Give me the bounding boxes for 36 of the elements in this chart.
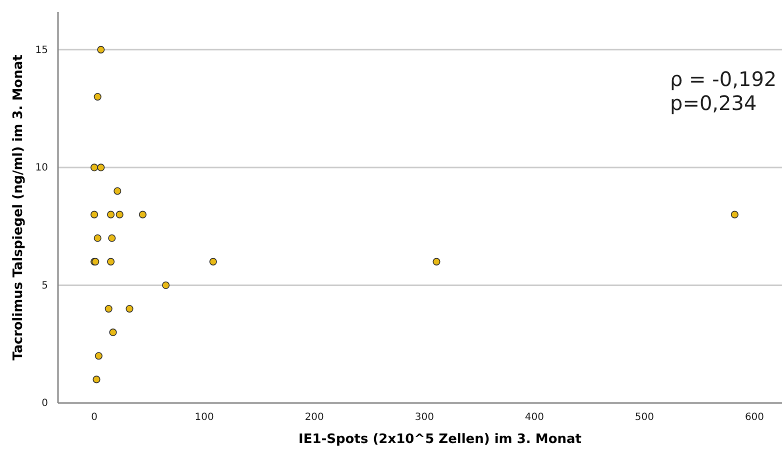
- point: [107, 258, 115, 266]
- point: [126, 305, 134, 313]
- point: [116, 210, 124, 218]
- point: [104, 305, 112, 313]
- point: [90, 164, 98, 172]
- point: [97, 164, 105, 172]
- point: [94, 93, 102, 101]
- x-tick-label: 300: [414, 412, 434, 424]
- point: [730, 210, 738, 218]
- annotation: p=0,234: [670, 91, 757, 115]
- y-tick-label: 0: [42, 398, 48, 410]
- x-tick-label: 0: [91, 412, 98, 424]
- x-tick-label: 100: [194, 412, 214, 424]
- point: [109, 328, 117, 336]
- y-axis-title: Tacrolimus Talspiegel (ng/ml) im 3. Monat: [11, 54, 26, 360]
- x-axis-title: IE1-Spots (2x10^5 Zellen) im 3. Monat: [298, 432, 582, 447]
- y-tick-label: 10: [35, 162, 48, 174]
- point: [107, 210, 115, 218]
- y-tick-label: 15: [35, 44, 48, 56]
- point: [432, 258, 440, 266]
- point: [92, 376, 100, 384]
- x-tick-label: 500: [634, 412, 654, 424]
- x-tick-label: 600: [744, 412, 764, 424]
- point: [90, 210, 98, 218]
- point: [94, 234, 102, 242]
- x-tick-label: 200: [304, 412, 324, 424]
- x-tick-label: 400: [524, 412, 544, 424]
- annotation: ρ = -0,192: [670, 67, 777, 91]
- point: [209, 258, 217, 266]
- point: [94, 352, 102, 360]
- y-tick-label: 5: [42, 280, 48, 292]
- point: [97, 46, 105, 54]
- point: [162, 281, 170, 290]
- point: [108, 234, 116, 242]
- point: [138, 210, 147, 218]
- point: [114, 187, 122, 195]
